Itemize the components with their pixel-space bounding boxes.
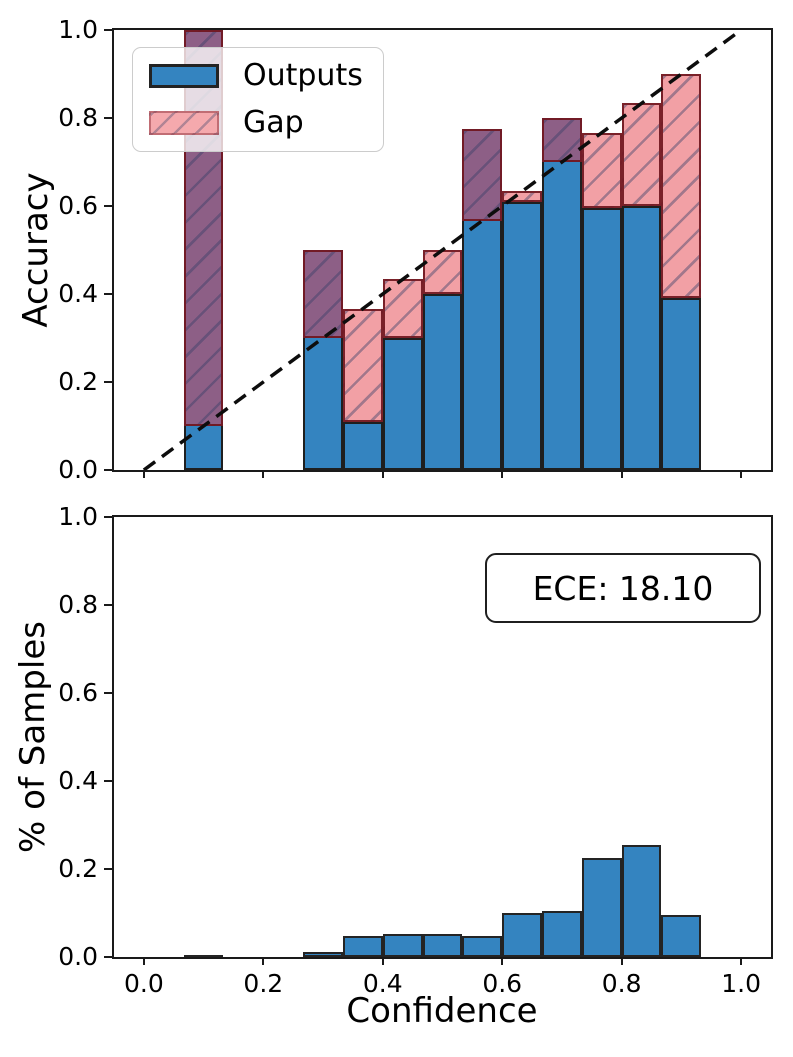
y-tick-3 bbox=[104, 205, 112, 207]
gap-bar-9 bbox=[621, 103, 662, 206]
outputs-bar-4 bbox=[422, 294, 463, 470]
reliability-axes: Outputs Gap 0.0 0.2 0.4 0.6 0.8 1.0 bbox=[58, 15, 773, 484]
outputs-bar-8 bbox=[581, 208, 622, 470]
x-tick-label-3: 0.6 bbox=[482, 969, 523, 998]
x-tick-0 bbox=[142, 957, 145, 965]
bottom-y-axis-label: % of Samples bbox=[13, 621, 53, 853]
y-tick-5 bbox=[104, 29, 112, 31]
histogram-bar-10 bbox=[661, 915, 702, 957]
x-tick-3 bbox=[501, 470, 504, 478]
x-tick-label-5: 1.0 bbox=[721, 969, 761, 998]
outputs-legend-label: Outputs bbox=[243, 58, 363, 93]
gap-bar-8 bbox=[581, 132, 622, 209]
outputs-swatch bbox=[149, 64, 219, 88]
x-tick-1 bbox=[262, 957, 265, 965]
x-tick-2 bbox=[381, 470, 384, 478]
gap-bar-2 bbox=[342, 308, 383, 422]
y-tick-label-1: 0.2 bbox=[58, 854, 98, 883]
x-tick-2 bbox=[381, 957, 384, 965]
gap-bar-3 bbox=[382, 279, 423, 338]
outputs-bar-7 bbox=[542, 118, 582, 470]
gap-bar-1 bbox=[303, 250, 343, 338]
outputs-bar-10 bbox=[661, 298, 702, 470]
y-tick-0 bbox=[104, 469, 112, 471]
histogram-bar-0 bbox=[183, 954, 224, 957]
x-tick-4 bbox=[620, 470, 623, 478]
histogram-bar-3 bbox=[382, 934, 423, 957]
histogram-bar-8 bbox=[581, 858, 622, 957]
x-tick-label-4: 0.8 bbox=[601, 969, 642, 998]
y-tick-5 bbox=[104, 516, 112, 518]
y-tick-0 bbox=[104, 956, 112, 958]
gap-swatch bbox=[149, 111, 219, 135]
top-y-axis-label: Accuracy bbox=[16, 172, 56, 328]
x-tick-5 bbox=[740, 957, 743, 965]
histogram-bar-7 bbox=[542, 910, 582, 957]
gap-legend-label: Gap bbox=[243, 105, 304, 140]
y-tick-3 bbox=[104, 692, 112, 694]
histogram-axes: ECE: 18.10 0.0 0.2 0.4 0.6 0.8 1.0 0.0 0.2 0.4 0.… bbox=[58, 502, 773, 998]
legend: Outputs Gap bbox=[132, 47, 384, 152]
y-tick-4 bbox=[104, 117, 112, 119]
x-tick-label-0: 0.0 bbox=[123, 969, 164, 998]
y-tick-label-3: 0.6 bbox=[58, 678, 98, 707]
y-tick-label-2: 0.4 bbox=[58, 766, 98, 795]
outputs-bar-3 bbox=[382, 338, 423, 470]
y-tick-4 bbox=[104, 604, 112, 606]
histogram-plot-area bbox=[114, 517, 771, 957]
x-tick-4 bbox=[620, 957, 623, 965]
y-tick-label-3: 0.6 bbox=[58, 191, 98, 220]
histogram-bar-2 bbox=[342, 935, 383, 957]
y-tick-label-4: 0.8 bbox=[58, 590, 98, 619]
gap-bar-6 bbox=[502, 191, 543, 202]
y-tick-label-0: 0.0 bbox=[58, 455, 98, 484]
ece-box: ECE: 18.10 bbox=[485, 553, 761, 623]
histogram-bar-9 bbox=[621, 844, 662, 957]
x-tick-label-2: 0.4 bbox=[362, 969, 403, 998]
gap-bar-4 bbox=[422, 250, 463, 294]
x-tick-1 bbox=[262, 470, 265, 478]
y-tick-label-5: 1.0 bbox=[58, 502, 98, 531]
histogram-bar-6 bbox=[502, 913, 543, 957]
gap-bar-7 bbox=[542, 118, 582, 162]
x-tick-5 bbox=[740, 470, 743, 478]
y-tick-label-0: 0.0 bbox=[58, 942, 98, 971]
gap-bar-10 bbox=[661, 74, 702, 299]
outputs-bar-9 bbox=[621, 206, 662, 470]
histogram-bar-1 bbox=[303, 951, 343, 957]
gap-bar-5 bbox=[462, 129, 503, 221]
outputs-bar-2 bbox=[342, 421, 383, 470]
histogram-bar-5 bbox=[462, 935, 503, 957]
y-tick-1 bbox=[104, 868, 112, 870]
legend-item-outputs: Outputs bbox=[149, 59, 367, 93]
legend-item-gap: Gap bbox=[149, 106, 367, 140]
y-tick-2 bbox=[104, 293, 112, 295]
x-tick-label-1: 0.2 bbox=[243, 969, 284, 998]
x-tick-3 bbox=[501, 957, 504, 965]
histogram-bar-4 bbox=[422, 934, 463, 957]
y-tick-label-1: 0.2 bbox=[58, 367, 98, 396]
y-tick-2 bbox=[104, 780, 112, 782]
y-tick-label-5: 1.0 bbox=[58, 15, 98, 44]
outputs-bar-6 bbox=[502, 201, 543, 470]
y-tick-label-2: 0.4 bbox=[58, 279, 98, 308]
y-tick-1 bbox=[104, 381, 112, 383]
x-tick-0 bbox=[142, 470, 145, 478]
x-axis-label: Confidence bbox=[346, 991, 538, 1031]
ece-value: ECE: 18.10 bbox=[532, 568, 714, 608]
y-tick-label-4: 0.8 bbox=[58, 103, 98, 132]
